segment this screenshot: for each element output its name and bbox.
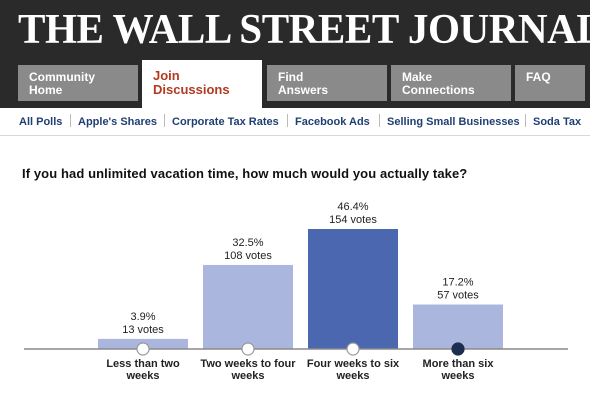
bar-percent-label: 17.2% (442, 277, 473, 289)
category-label: weeks (440, 370, 474, 382)
category-label: Two weeks to four (200, 358, 296, 370)
nav-facebook-ads[interactable]: Facebook Ads (295, 116, 370, 128)
poll-nav-bar: All Polls Apple's Shares Corporate Tax R… (0, 108, 590, 136)
option-radio-selected[interactable] (451, 342, 465, 356)
option-radio[interactable] (346, 342, 360, 356)
nav-divider (379, 114, 380, 127)
tab-label-line1: FAQ (526, 70, 551, 84)
category-label: weeks (230, 370, 264, 382)
poll-question: If you had unlimited vacation time, how … (22, 166, 468, 181)
category-label: Less than two (106, 358, 180, 370)
nav-selling-small-businesses[interactable]: Selling Small Businesses (387, 116, 520, 128)
nav-all-polls[interactable]: All Polls (19, 116, 63, 128)
nav-soda-tax[interactable]: Soda Tax (533, 116, 582, 128)
category-label: weeks (335, 370, 369, 382)
option-radio[interactable] (136, 342, 150, 356)
bar-percent-label: 3.9% (130, 311, 155, 323)
option-radio[interactable] (241, 342, 255, 356)
nav-divider (164, 114, 165, 127)
tab-label-line2: Answers (278, 83, 329, 97)
tab-label-line1: Find (278, 70, 304, 84)
nav-divider (287, 114, 288, 127)
category-label: weeks (125, 370, 159, 382)
tab-label-line1: Make (402, 70, 433, 84)
nav-corporate-tax-rates[interactable]: Corporate Tax Rates (172, 116, 279, 128)
chart-bar (413, 304, 503, 349)
bar-votes-label: 13 votes (122, 324, 164, 336)
tab-label-line2: Discussions (153, 82, 230, 97)
tab-make-connections[interactable]: Make Connections (391, 65, 511, 101)
chart-bar (308, 229, 398, 349)
nav-divider (525, 114, 526, 127)
bar-votes-label: 108 votes (224, 250, 272, 262)
category-label: More than six (423, 358, 495, 370)
nav-apples-shares[interactable]: Apple's Shares (78, 116, 158, 128)
bar-votes-label: 154 votes (329, 214, 377, 226)
site-header: THE WALL STREET JOURNAL. Community Home … (0, 0, 590, 108)
tab-label-line2: Connections (402, 83, 475, 97)
chart-bar (203, 264, 293, 349)
tab-label-line2: Home (29, 83, 63, 97)
masthead-logo[interactable]: THE WALL STREET JOURNAL. (18, 7, 590, 53)
tab-community-home[interactable]: Community Home (18, 65, 138, 101)
nav-divider (70, 114, 71, 127)
bar-percent-label: 46.4% (337, 201, 368, 213)
tab-faq[interactable]: FAQ (515, 65, 585, 101)
tab-label-line1: Community (29, 70, 95, 84)
bar-votes-label: 57 votes (437, 290, 479, 302)
bar-percent-label: 32.5% (232, 237, 263, 249)
poll-results-chart: 3.9%13 votes 32.5%108 votes 46.4%154 votes… (24, 201, 568, 382)
category-label: Four weeks to six (307, 358, 400, 370)
tab-label-line1: Join (153, 68, 180, 83)
tab-find-answers[interactable]: Find Answers (267, 65, 387, 101)
tab-join-discussions[interactable]: Join Discussions (142, 60, 262, 108)
